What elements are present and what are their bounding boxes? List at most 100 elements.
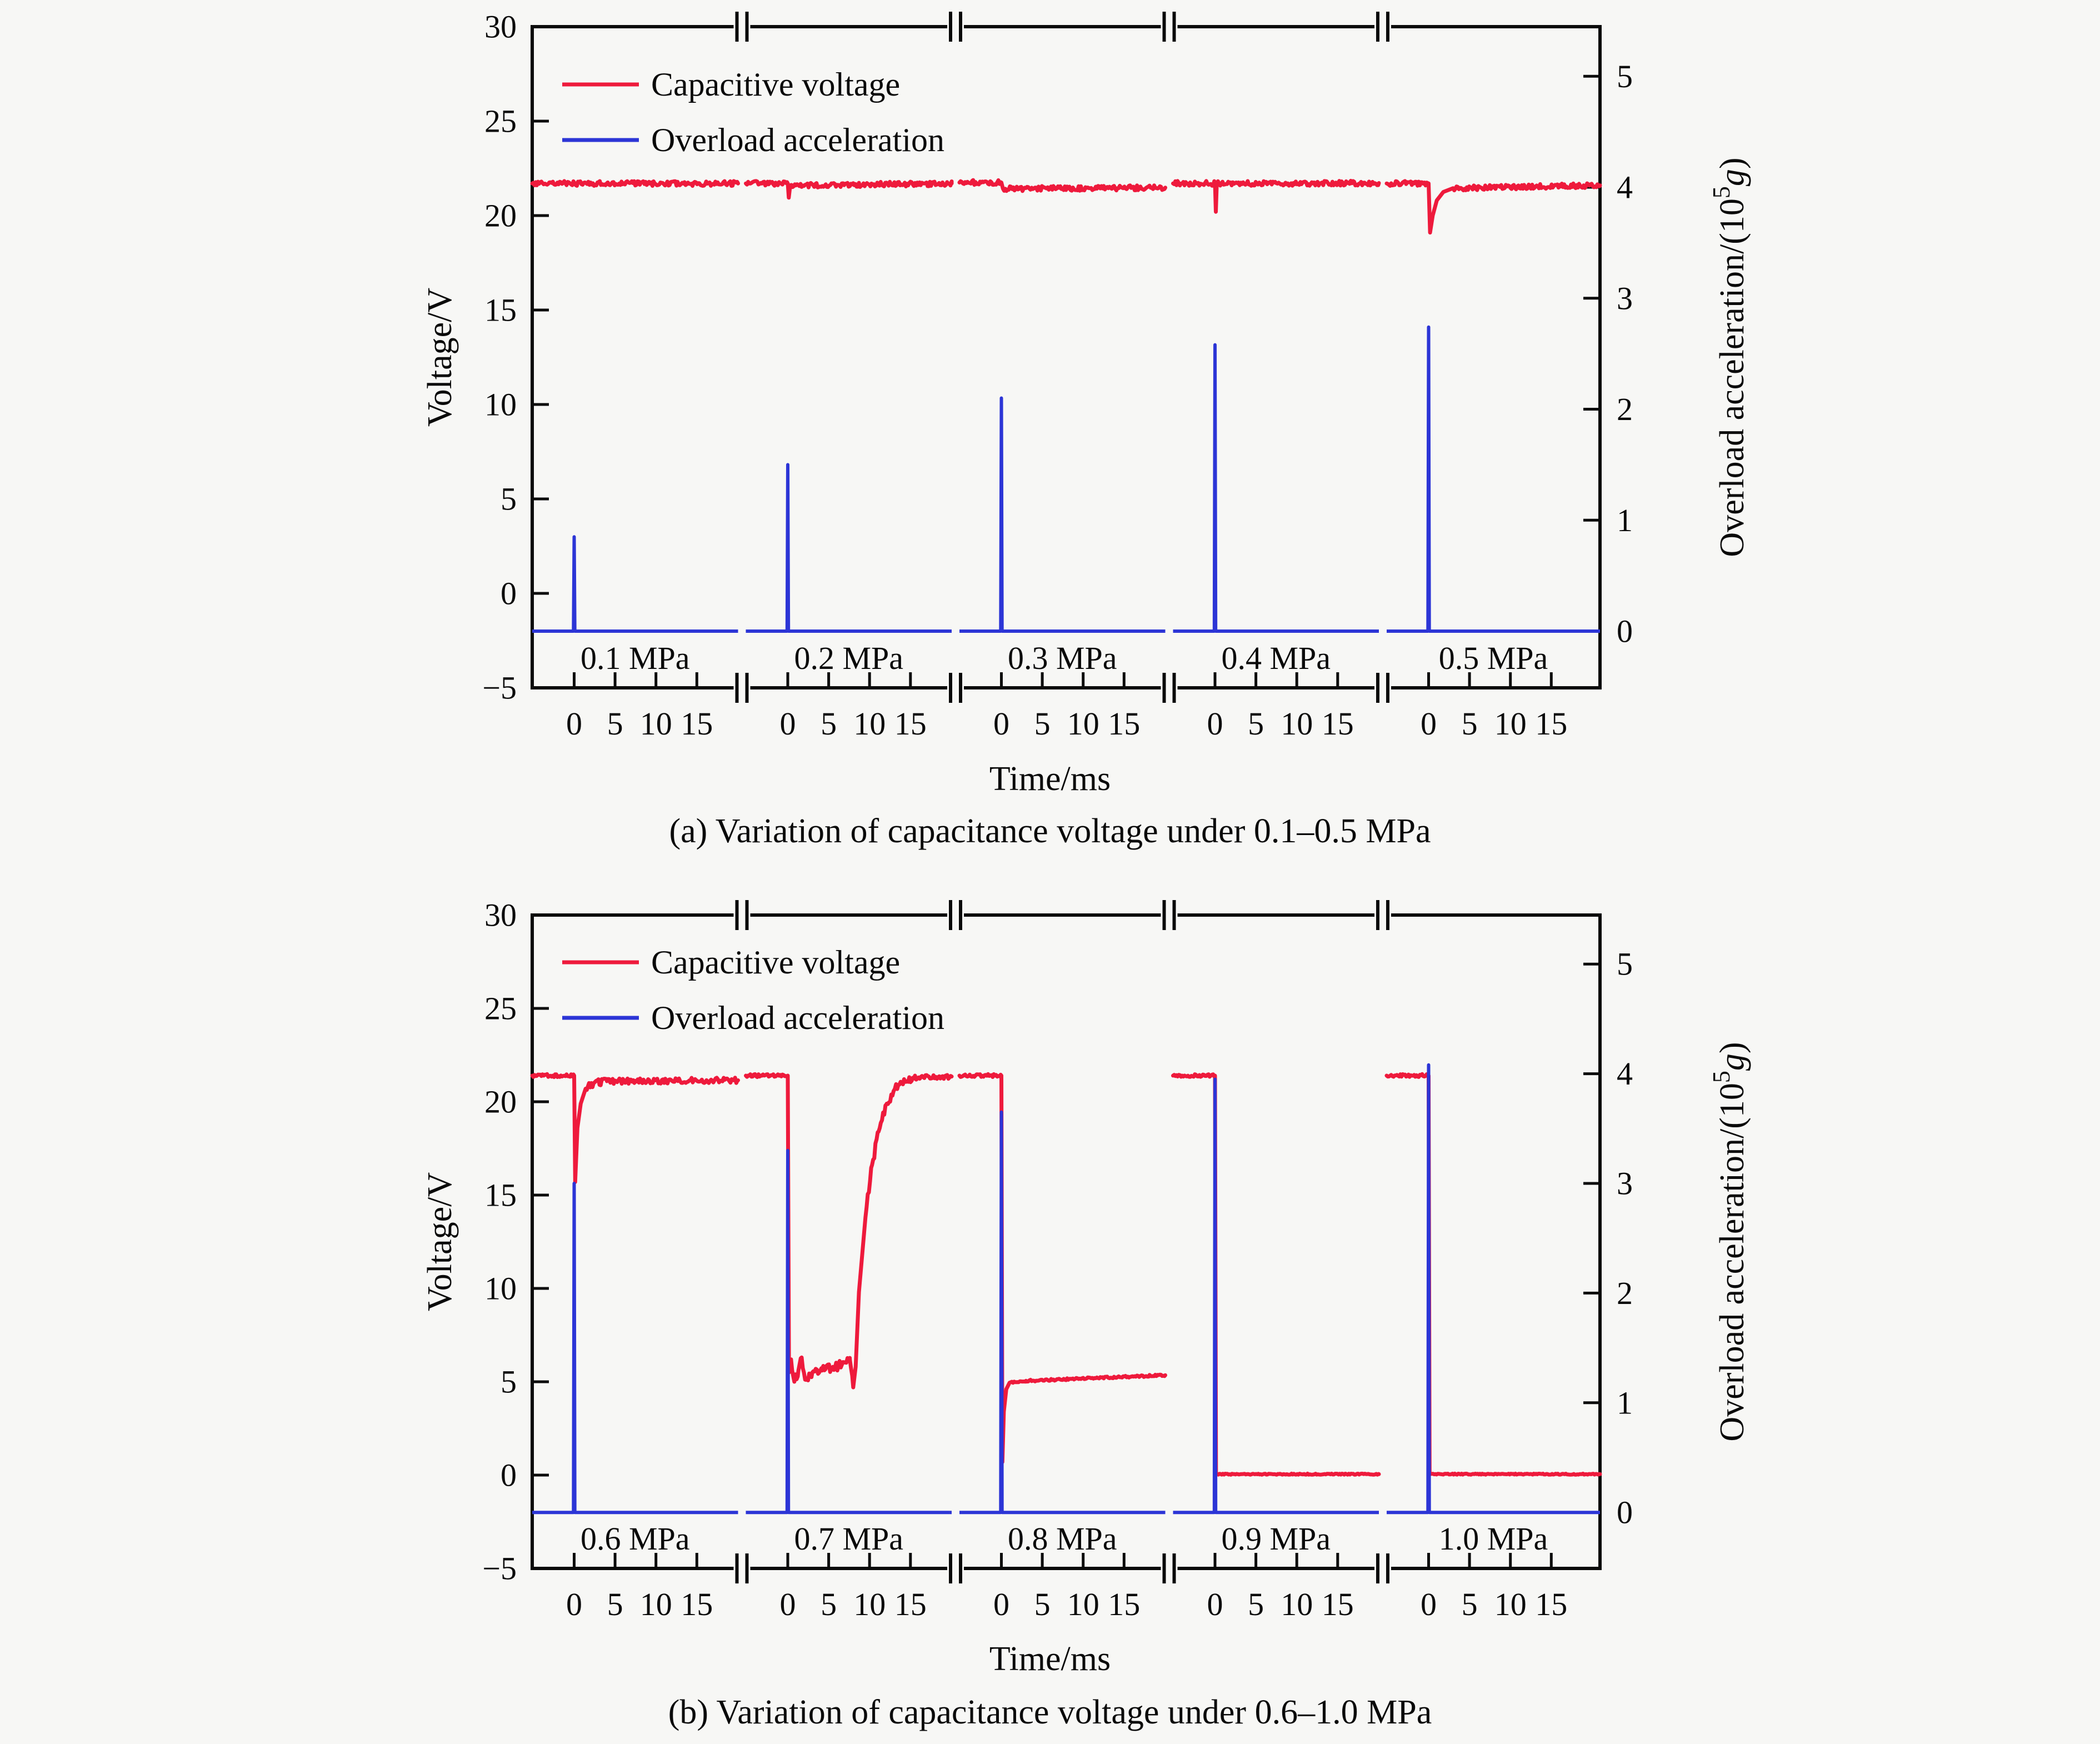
y-right-tick-label: 1 (1617, 1385, 1633, 1421)
y-left-tick-label: 10 (484, 387, 517, 423)
segment-label: 0.8 MPa (1008, 1521, 1117, 1557)
x-tick-label: 15 (1535, 1586, 1567, 1622)
axis-break-mark (735, 12, 739, 42)
axis-break-mark (1386, 1553, 1389, 1583)
axis-break-mark (959, 1553, 962, 1583)
axis-break-mark (1172, 900, 1176, 930)
axis-break-mark (959, 673, 962, 703)
axis-break-mark (745, 900, 749, 930)
axis-break-gap (1161, 912, 1178, 918)
axis-break-mark (1376, 1553, 1379, 1583)
axis-break-mark (1162, 1553, 1166, 1583)
y-left-tick-label: 25 (484, 991, 517, 1027)
axis-break-mark (745, 12, 749, 42)
x-tick-label: 0 (1421, 1586, 1437, 1622)
x-tick-label: 5 (607, 1586, 623, 1622)
y-left-axis-title: Voltage/V (421, 288, 459, 427)
acceleration-trace (1173, 1077, 1379, 1515)
y-left-tick-label: 30 (484, 9, 517, 45)
acceleration-trace (532, 1182, 738, 1515)
y-left-tick-label: −5 (482, 670, 517, 706)
y-left-tick-label: 20 (484, 1084, 517, 1120)
x-tick-label: 0 (566, 706, 582, 742)
voltage-trace (530, 179, 740, 188)
segment-label: 0.1 MPa (581, 640, 690, 676)
x-tick-label: 5 (1462, 706, 1478, 742)
axis-break-mark (1386, 900, 1389, 930)
voltage-trace (957, 1072, 1167, 1464)
voltage-trace (1171, 1072, 1381, 1477)
y-left-axis-title: Voltage/V (421, 1172, 459, 1311)
y-left-tick-label: 15 (484, 1177, 517, 1213)
x-tick-label: 10 (1494, 1586, 1527, 1622)
acceleration-trace (746, 463, 952, 633)
x-tick-label: 10 (853, 1586, 886, 1622)
x-tick-label: 15 (1108, 1586, 1140, 1622)
y-left-tick-label: 30 (484, 897, 517, 933)
legend-label: Capacitive voltage (651, 66, 900, 103)
axis-break-gap (733, 912, 751, 918)
x-tick-label: 0 (566, 1586, 582, 1622)
x-tick-label: 5 (1034, 1586, 1051, 1622)
axis-break-mark (949, 12, 952, 42)
axis-break-gap (1374, 24, 1391, 29)
x-tick-label: 10 (1494, 706, 1527, 742)
axis-break-gap (733, 1566, 751, 1571)
caption-panel-a: (a) Variation of capacitance voltage und… (669, 812, 1431, 850)
x-tick-label: 0 (993, 706, 1009, 742)
segment-label: 0.9 MPa (1221, 1521, 1331, 1557)
x-tick-label: 10 (1281, 706, 1313, 742)
axis-break-mark (745, 673, 749, 703)
x-tick-label: 0 (1207, 1586, 1223, 1622)
y-left-tick-label: 0 (501, 576, 517, 612)
y-right-tick-label: 0 (1617, 1495, 1633, 1531)
x-tick-label: 15 (681, 1586, 713, 1622)
axis-break-gap (947, 685, 964, 691)
segment-label: 0.6 MPa (581, 1521, 690, 1557)
x-tick-label: 5 (1462, 1586, 1478, 1622)
voltage-trace (1171, 178, 1381, 214)
caption-panel-b: (b) Variation of capacitance voltage und… (668, 1693, 1432, 1731)
axis-break-mark (949, 1553, 952, 1583)
axis-break-gap (1374, 912, 1391, 918)
y-right-axis-title: Overload acceleration/(105g) (1708, 1042, 1752, 1441)
axis-break-mark (735, 900, 739, 930)
axis-break-mark (959, 12, 962, 42)
axis-break-mark (1162, 673, 1166, 703)
x-tick-label: 15 (1535, 706, 1567, 742)
axis-break-mark (1162, 900, 1166, 930)
axis-break-mark (1376, 673, 1379, 703)
x-tick-label: 0 (780, 1586, 796, 1622)
y-left-tick-label: 25 (484, 103, 517, 139)
y-right-tick-label: 2 (1617, 1275, 1633, 1311)
axis-break-mark (1376, 900, 1379, 930)
x-tick-label: 5 (1248, 1586, 1264, 1622)
acceleration-trace (959, 396, 1166, 633)
x-tick-label: 5 (821, 706, 837, 742)
voltage-trace (744, 1072, 954, 1390)
x-tick-label: 5 (1248, 706, 1264, 742)
y-left-tick-label: 5 (501, 481, 517, 517)
axis-break-gap (733, 685, 751, 691)
x-tick-label: 0 (1207, 706, 1223, 742)
x-tick-label: 10 (1067, 1586, 1099, 1622)
y-right-tick-label: 4 (1617, 1056, 1633, 1092)
x-tick-label: 15 (1322, 1586, 1354, 1622)
x-tick-label: 10 (1067, 706, 1099, 742)
axis-break-mark (1162, 12, 1166, 42)
x-tick-label: 5 (821, 1586, 837, 1622)
axis-break-gap (947, 24, 964, 29)
y-right-axis-title: Overload acceleration/(105g) (1708, 157, 1752, 557)
segment-label: 0.2 MPa (794, 640, 903, 676)
acceleration-trace (746, 1148, 952, 1515)
x-tick-label: 10 (853, 706, 886, 742)
y-right-tick-label: 0 (1617, 613, 1633, 649)
y-left-tick-label: 20 (484, 198, 517, 234)
y-left-tick-label: 15 (484, 292, 517, 328)
x-tick-label: 15 (681, 706, 713, 742)
plot-box (531, 913, 1602, 1570)
axis-break-mark (1172, 1553, 1176, 1583)
